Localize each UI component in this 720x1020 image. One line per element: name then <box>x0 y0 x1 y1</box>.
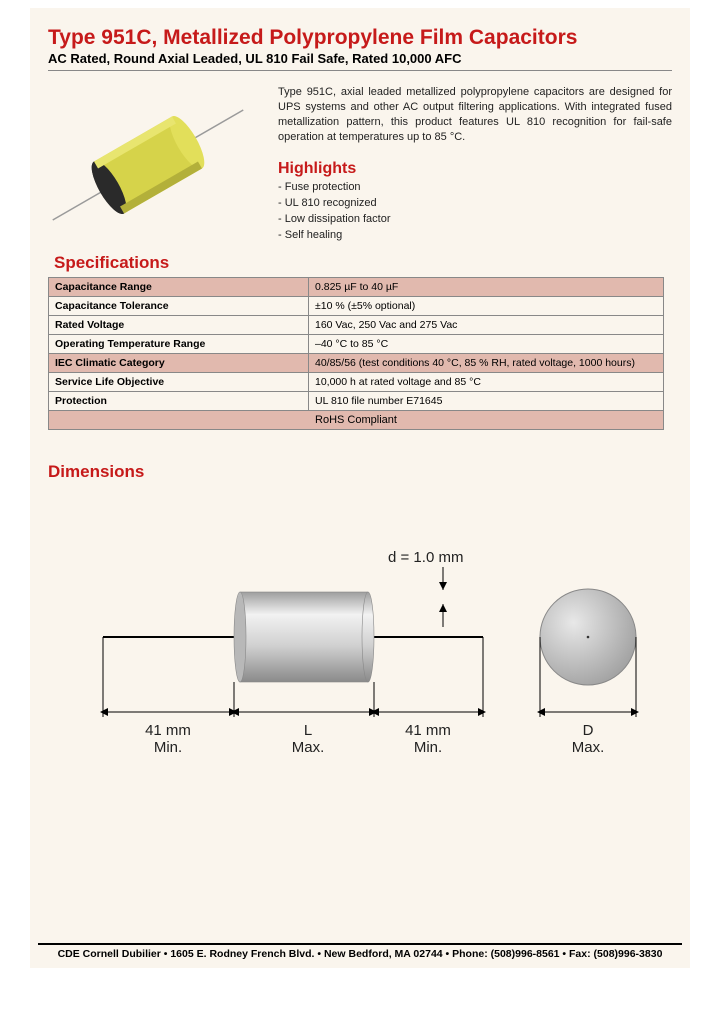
spec-label: Capacitance Tolerance <box>49 297 309 316</box>
spec-label: Operating Temperature Range <box>49 335 309 354</box>
dim-lead-right: 41 mm Min. <box>388 722 468 757</box>
intro-row: Type 951C, axial leaded metallized polyp… <box>48 85 672 245</box>
dim-value: 41 mm <box>145 722 191 739</box>
spec-label: Capacitance Range <box>49 278 309 297</box>
highlight-label: UL 810 recognized <box>285 197 377 209</box>
highlight-item: - Low dissipation factor <box>278 212 672 228</box>
title-divider <box>48 70 672 71</box>
dim-sub: Min. <box>154 739 182 756</box>
spec-label: IEC Climatic Category <box>49 354 309 373</box>
dimensions-diagram: d = 1.0 mm <box>48 542 668 802</box>
dim-sub: Max. <box>572 739 605 756</box>
spec-value: 40/85/56 (test conditions 40 °C, 85 % RH… <box>309 354 664 373</box>
description-text: Type 951C, axial leaded metallized polyp… <box>278 85 672 144</box>
dim-value: L <box>304 722 312 739</box>
rohs-compliant: RoHS Compliant <box>49 411 664 430</box>
intro-text-col: Type 951C, axial leaded metallized polyp… <box>278 85 672 245</box>
highlight-label: Low dissipation factor <box>285 213 391 225</box>
spec-label: Rated Voltage <box>49 316 309 335</box>
spec-value: –40 °C to 85 °C <box>309 335 664 354</box>
spec-value: ±10 % (±5% optional) <box>309 297 664 316</box>
svg-text:d = 1.0 mm: d = 1.0 mm <box>388 549 463 566</box>
highlight-item: - Fuse protection <box>278 180 672 196</box>
dim-diameter: D Max. <box>553 722 623 757</box>
page-footer: CDE Cornell Dubilier • 1605 E. Rodney Fr… <box>38 943 682 960</box>
spec-label: Service Life Objective <box>49 373 309 392</box>
specifications-table: Capacitance Range0.825 µF to 40 µF Capac… <box>48 277 664 430</box>
dim-value: 41 mm <box>405 722 451 739</box>
dimensions-heading: Dimensions <box>48 462 672 482</box>
spec-value: 0.825 µF to 40 µF <box>309 278 664 297</box>
highlight-label: Self healing <box>285 229 343 241</box>
highlight-item: - UL 810 recognized <box>278 196 672 212</box>
highlights-list: - Fuse protection - UL 810 recognized - … <box>278 180 672 244</box>
specifications-heading: Specifications <box>54 253 672 273</box>
dim-value: D <box>583 722 594 739</box>
dim-lead-left: 41 mm Min. <box>128 722 208 757</box>
highlight-label: Fuse protection <box>285 181 361 193</box>
spec-value: 160 Vac, 250 Vac and 275 Vac <box>309 316 664 335</box>
page-title: Type 951C, Metallized Polypropylene Film… <box>48 26 672 49</box>
dim-sub: Max. <box>292 739 325 756</box>
highlights-heading: Highlights <box>278 160 672 178</box>
spec-label: Protection <box>49 392 309 411</box>
dim-sub: Min. <box>414 739 442 756</box>
dim-body-L: L Max. <box>268 722 348 757</box>
highlight-item: - Self healing <box>278 228 672 244</box>
page-subtitle: AC Rated, Round Axial Leaded, UL 810 Fai… <box>48 51 672 66</box>
spec-value: UL 810 file number E71645 <box>309 392 664 411</box>
spec-value: 10,000 h at rated voltage and 85 °C <box>309 373 664 392</box>
datasheet-page: Type 951C, Metallized Polypropylene Film… <box>30 8 690 968</box>
product-image <box>48 85 248 245</box>
